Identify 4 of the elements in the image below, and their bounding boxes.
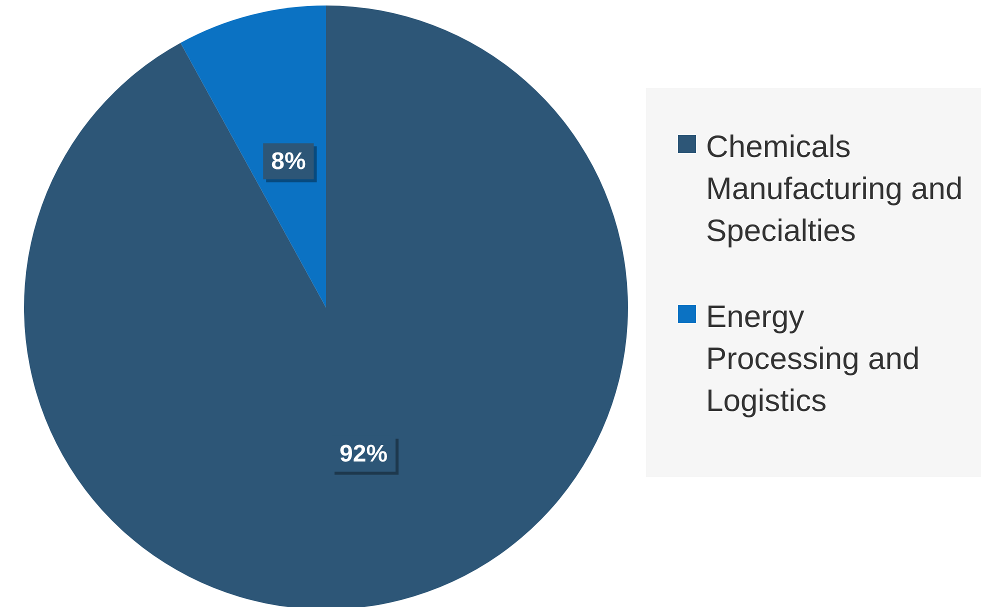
data-label: 92% (340, 440, 388, 468)
legend-label: Energy Processing and Logistics (706, 298, 921, 420)
legend-label: Chemicals Manufacturing and Specialties (706, 128, 964, 250)
data-label: 8% (271, 148, 306, 175)
